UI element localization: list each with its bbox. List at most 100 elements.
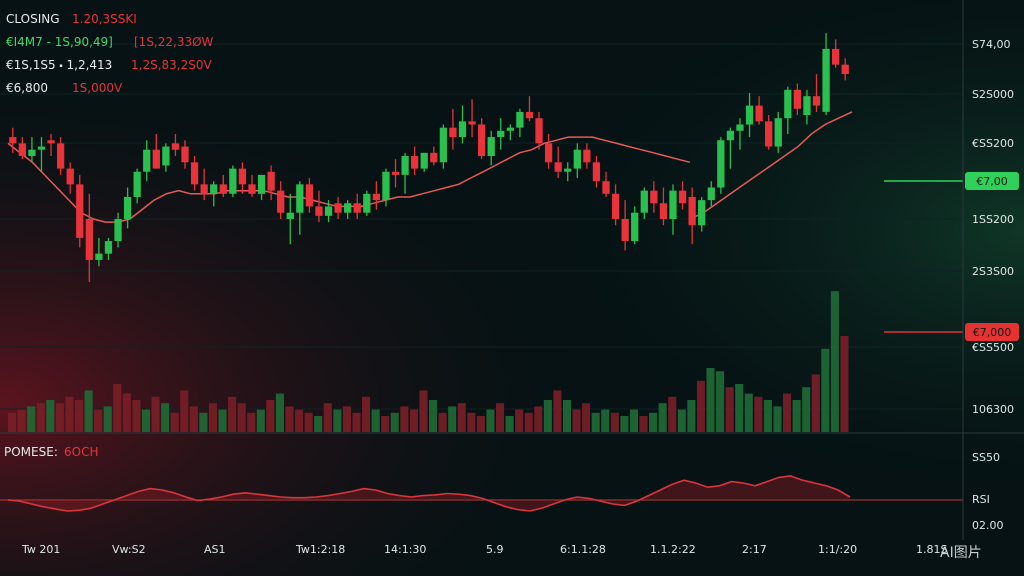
candle-body <box>133 171 141 197</box>
volume-bar <box>103 406 112 432</box>
candle-body <box>286 212 294 219</box>
volume-bar <box>208 403 217 432</box>
candle-body <box>544 143 553 163</box>
volume-bar <box>467 412 476 432</box>
volume-bar <box>333 409 342 432</box>
volume-bar <box>534 406 543 432</box>
volume-bar <box>390 412 399 432</box>
price-tag-text: €7,000 <box>973 326 1012 339</box>
rsi-line <box>7 475 851 512</box>
header-line4-value: 1S,000V <box>72 81 123 95</box>
candle-body <box>104 241 113 254</box>
volume-bar <box>65 396 74 432</box>
volume-bar <box>677 409 686 432</box>
candle-body <box>229 168 237 194</box>
volume-bar <box>256 409 265 432</box>
volume-bar <box>515 409 524 432</box>
candle-body <box>296 184 304 213</box>
volume-bar <box>495 403 505 432</box>
candle-body <box>659 203 668 219</box>
time-tick-label: 2:17 <box>742 543 767 556</box>
volume-bar <box>821 348 830 432</box>
header-line3-value: 1,2S,83,2S0V <box>131 58 212 72</box>
price-tick-label: 106300 <box>972 403 1014 416</box>
volume-bar <box>199 412 208 432</box>
candle-body <box>420 152 428 169</box>
candle-body <box>439 127 447 163</box>
candle-body <box>411 156 419 169</box>
volume-bar <box>17 409 26 432</box>
candle-body <box>257 174 266 194</box>
volume-bar <box>94 409 103 432</box>
candle-body <box>707 187 715 201</box>
candle-body <box>9 137 17 144</box>
candle-body <box>726 130 735 141</box>
candle-body <box>765 121 773 147</box>
candle-body <box>678 190 687 204</box>
candle-body <box>123 196 132 219</box>
candle-body <box>477 124 486 156</box>
volume-bar <box>352 412 361 432</box>
candle-body <box>793 89 802 109</box>
volume-bar <box>381 416 390 432</box>
volume-bar <box>189 406 198 432</box>
time-tick-label: Tw1:2:18 <box>295 543 345 556</box>
candle-body <box>114 219 122 242</box>
candle-body <box>267 171 275 191</box>
volume-bar <box>792 400 801 432</box>
candle-body <box>200 184 208 194</box>
candle-body <box>669 190 677 219</box>
candle-body <box>219 184 227 194</box>
candle-body <box>190 162 199 185</box>
candle-body <box>468 121 476 125</box>
volume-bar <box>27 406 36 432</box>
candle-body <box>497 130 505 138</box>
moving-average-line <box>689 111 853 220</box>
candle-body <box>602 181 610 194</box>
rsi-tick-label: 02.00 <box>972 519 1004 532</box>
candle-body <box>564 168 572 172</box>
volume-bar <box>476 416 485 432</box>
price-tag-text: €7,00 <box>976 175 1008 188</box>
volume-bar <box>783 393 792 432</box>
candle-body <box>698 200 706 226</box>
volume-bar <box>122 393 131 432</box>
candle-body <box>37 146 46 150</box>
volume-bar <box>141 409 151 432</box>
volume-bar <box>342 406 351 432</box>
volume-bar <box>486 409 495 432</box>
volume-bar <box>304 412 313 432</box>
candle-body <box>248 184 256 194</box>
volume-bar <box>46 400 55 432</box>
candle-body <box>305 184 314 207</box>
volume-bar <box>582 403 591 432</box>
time-axis: Tw 201 Vw:S2 AS1 Tw1:2:18 14:1:30 5.9 6:… <box>21 543 947 556</box>
price-tick-label: S74,00 <box>972 38 1010 51</box>
volume-bar <box>457 403 466 432</box>
candle-body <box>430 152 438 163</box>
rsi-axis: SS50 RSI 02.00 <box>972 451 1004 532</box>
time-tick-label: AS1 <box>204 543 226 556</box>
volume-bar <box>744 393 753 432</box>
candle-body <box>28 149 36 156</box>
candle-body <box>812 96 821 106</box>
volume-bar <box>840 336 849 432</box>
price-tag-box <box>965 323 1019 341</box>
time-tick-label: 1.1.2:22 <box>650 543 696 556</box>
volume-bar <box>629 409 638 432</box>
candle-body <box>554 162 562 172</box>
candle-body <box>736 124 744 131</box>
candle-body <box>458 121 467 138</box>
volume-bar <box>419 390 428 432</box>
candle-body <box>640 190 648 213</box>
volume-bar <box>400 406 409 432</box>
price-tick-label: €SS500 <box>972 341 1014 354</box>
candle-body <box>238 168 247 185</box>
volume-bar <box>754 396 763 432</box>
time-tick-label: 1:1/:20 <box>818 543 857 556</box>
watermark: AI图片 <box>940 545 982 561</box>
candle-body <box>353 203 361 213</box>
indicator-label: POMESE: 6OCH <box>4 445 98 459</box>
candle-body <box>717 140 725 188</box>
volume-bar <box>55 403 64 432</box>
